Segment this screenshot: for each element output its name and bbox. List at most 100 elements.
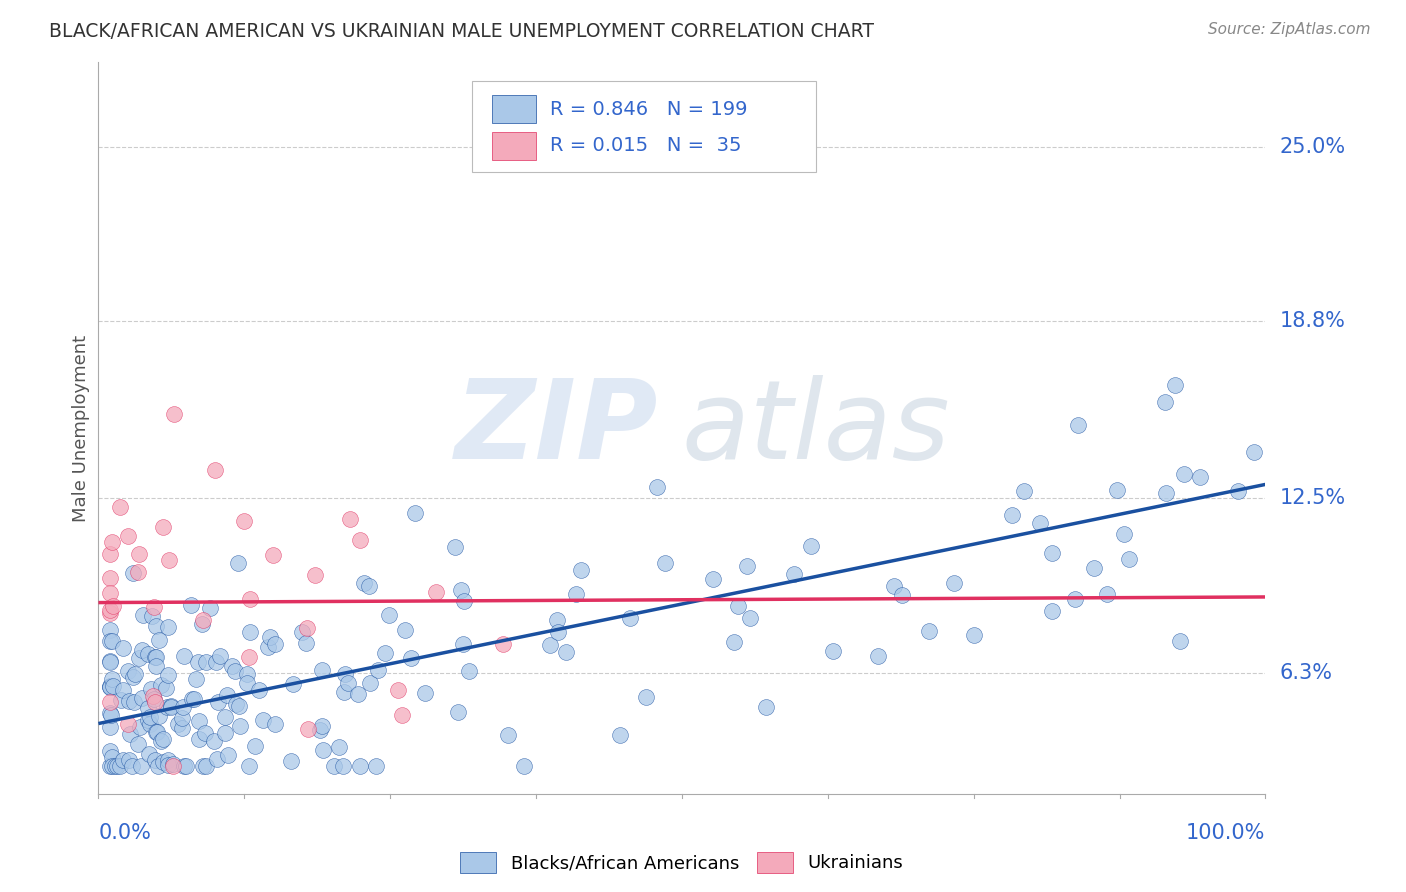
Point xyxy=(447,706,470,720)
Point xyxy=(238,649,260,664)
Text: atlas: atlas xyxy=(682,375,950,482)
Point xyxy=(208,649,231,664)
Point xyxy=(173,649,195,664)
Point xyxy=(108,758,131,772)
Point xyxy=(122,566,145,581)
Point xyxy=(187,714,209,728)
Point xyxy=(1042,604,1064,618)
Point xyxy=(143,696,166,710)
Point xyxy=(146,758,169,772)
Point xyxy=(117,716,139,731)
Point xyxy=(180,598,202,612)
FancyBboxPatch shape xyxy=(472,81,815,172)
Point xyxy=(117,753,139,767)
Point xyxy=(821,644,844,658)
Point xyxy=(198,601,221,615)
Point xyxy=(333,685,356,699)
Point xyxy=(138,701,160,715)
Point xyxy=(359,675,381,690)
Point xyxy=(156,620,179,634)
Point xyxy=(131,642,153,657)
Text: BLACK/AFRICAN AMERICAN VS UKRAINIAN MALE UNEMPLOYMENT CORRELATION CHART: BLACK/AFRICAN AMERICAN VS UKRAINIAN MALE… xyxy=(49,22,875,41)
Point xyxy=(1114,526,1136,541)
Point xyxy=(1164,378,1187,392)
Point xyxy=(619,611,641,625)
Point xyxy=(105,758,128,772)
Point xyxy=(1168,633,1191,648)
Point xyxy=(143,599,166,614)
Point xyxy=(450,583,472,598)
Point xyxy=(238,758,260,772)
Point xyxy=(259,630,281,644)
Point xyxy=(205,751,228,765)
Point xyxy=(111,682,134,697)
Point xyxy=(214,725,236,739)
Point xyxy=(202,733,225,747)
Point xyxy=(127,565,149,579)
Point xyxy=(98,695,121,709)
Point xyxy=(918,624,941,638)
Point xyxy=(1012,484,1035,499)
Point xyxy=(359,579,381,593)
Point xyxy=(702,573,724,587)
Point xyxy=(143,753,166,767)
Point xyxy=(191,613,214,627)
Point xyxy=(187,731,209,746)
Point xyxy=(145,724,167,739)
Point xyxy=(148,632,170,647)
Point xyxy=(374,646,396,660)
Point xyxy=(111,753,134,767)
Point xyxy=(172,711,194,725)
Bar xyxy=(492,95,536,123)
Point xyxy=(98,585,121,599)
Y-axis label: Male Unemployment: Male Unemployment xyxy=(72,334,90,522)
Point xyxy=(157,553,180,567)
Point xyxy=(142,691,165,706)
Point xyxy=(128,547,150,561)
Point xyxy=(194,655,217,669)
Point xyxy=(128,720,150,734)
Point xyxy=(150,734,173,748)
Point xyxy=(883,578,905,592)
Point xyxy=(152,732,174,747)
Point xyxy=(783,566,806,581)
Point xyxy=(100,750,122,764)
Point xyxy=(157,757,180,772)
Point xyxy=(367,663,389,677)
Point xyxy=(247,682,270,697)
Point xyxy=(1156,486,1178,500)
Point xyxy=(339,511,361,525)
Point xyxy=(183,691,205,706)
Point xyxy=(387,682,409,697)
Point xyxy=(181,691,204,706)
Point xyxy=(891,588,914,602)
Point xyxy=(1066,418,1088,433)
Point xyxy=(98,720,121,734)
Point xyxy=(143,650,166,665)
Point xyxy=(100,672,122,686)
Point xyxy=(233,514,256,528)
Point xyxy=(124,667,146,681)
Point xyxy=(98,744,121,758)
Point xyxy=(98,656,121,670)
Point xyxy=(297,722,319,736)
Point xyxy=(122,695,145,709)
Point xyxy=(187,655,209,669)
Point xyxy=(569,563,592,577)
Point xyxy=(496,728,519,742)
Bar xyxy=(492,132,536,160)
Point xyxy=(1083,560,1105,574)
Point xyxy=(159,698,181,713)
Point xyxy=(243,739,266,753)
Point xyxy=(149,678,172,692)
Point xyxy=(103,679,125,693)
Point xyxy=(451,637,474,651)
Point xyxy=(328,739,350,754)
Point xyxy=(156,700,179,714)
Point xyxy=(152,755,174,769)
Point xyxy=(136,648,159,662)
Point xyxy=(205,656,228,670)
Point xyxy=(110,692,132,706)
Point xyxy=(217,688,239,702)
Point xyxy=(364,758,387,772)
